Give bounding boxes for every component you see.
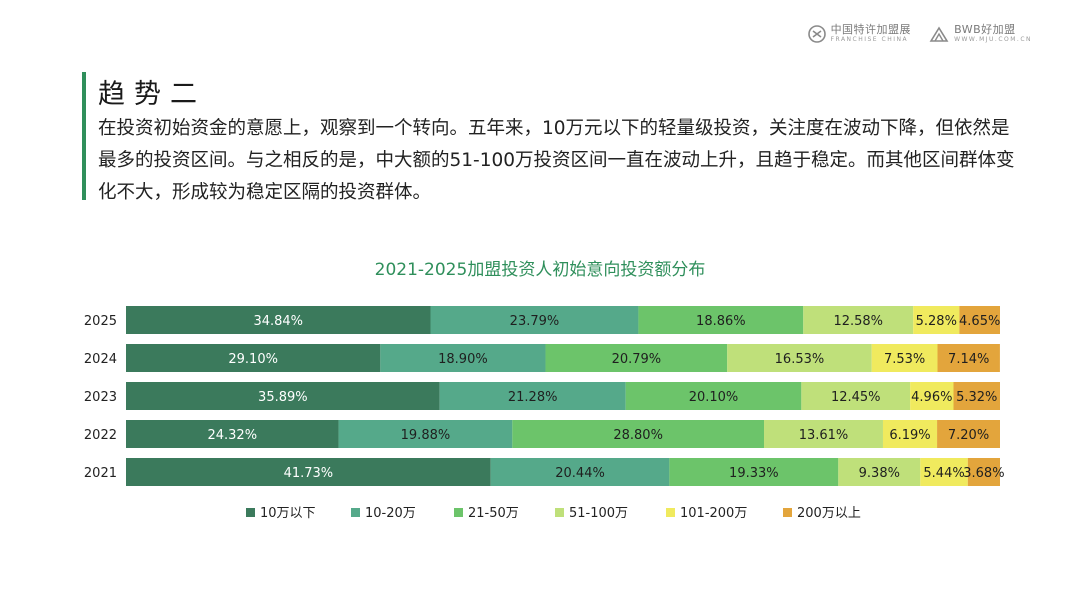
franchise-china-logo-subtext: FRANCHISE CHINA xyxy=(830,36,909,43)
data-label-2024-series-4: 7.53% xyxy=(884,352,925,367)
data-label-2025-series-1: 23.79% xyxy=(510,314,560,329)
bar-2021-series-4 xyxy=(920,458,968,486)
y-tick-label-2024: 2024 xyxy=(84,352,117,367)
data-label-2025-series-0: 34.84% xyxy=(253,314,303,329)
data-label-2024-series-1: 18.90% xyxy=(438,352,488,367)
mju-logo-text: BWB好加盟 xyxy=(954,23,1016,36)
bar-2022-series-2 xyxy=(512,420,765,448)
legend-label-3: 51-100万 xyxy=(569,506,628,521)
legend-swatch-1 xyxy=(351,508,360,517)
legend-swatch-5 xyxy=(783,508,792,517)
bar-2024-series-1 xyxy=(380,344,546,372)
data-label-2023-series-5: 5.32% xyxy=(956,390,997,405)
bar-2023-series-4 xyxy=(910,382,954,410)
franchise-china-logo-icon xyxy=(807,24,826,43)
legend-swatch-2 xyxy=(454,508,463,517)
data-label-2025-series-2: 18.86% xyxy=(696,314,746,329)
y-tick-label-2021: 2021 xyxy=(84,466,117,481)
legend-label-0: 10万以下 xyxy=(260,506,316,521)
bar-2024-series-2 xyxy=(545,344,728,372)
data-label-2023-series-2: 20.10% xyxy=(689,390,739,405)
legend-label-1: 10-20万 xyxy=(365,506,416,521)
data-label-2022-series-2: 28.80% xyxy=(613,428,663,443)
bar-2024-series-4 xyxy=(871,344,938,372)
mju-logo-subtext: WWW.MJU.COM.CN xyxy=(954,36,1032,43)
header-logos: 中国特许加盟展 FRANCHISE CHINA BWB好加盟 WWW.MJU.C… xyxy=(807,23,1032,43)
franchise-china-logo: 中国特许加盟展 FRANCHISE CHINA xyxy=(807,23,912,43)
data-label-2021-series-3: 9.38% xyxy=(859,466,900,481)
bar-2025-series-5 xyxy=(959,306,1000,334)
data-label-2025-series-4: 5.28% xyxy=(916,314,957,329)
bar-2021-series-1 xyxy=(490,458,670,486)
bar-2021-series-0 xyxy=(126,458,491,486)
bar-2023-series-1 xyxy=(439,382,626,410)
bar-2021-series-3 xyxy=(838,458,921,486)
bar-2025-series-2 xyxy=(638,306,804,334)
data-label-2024-series-5: 7.14% xyxy=(948,352,989,367)
bar-2023-series-5 xyxy=(953,382,1000,410)
mju-logo-icon xyxy=(929,25,949,42)
bar-2022-series-1 xyxy=(338,420,513,448)
bar-2023-series-0 xyxy=(126,382,440,410)
bar-2022-series-0 xyxy=(126,420,339,448)
bar-2025-series-1 xyxy=(430,306,639,334)
data-label-2023-series-1: 21.28% xyxy=(508,390,558,405)
data-label-2023-series-3: 12.45% xyxy=(831,390,881,405)
y-tick-label-2025: 2025 xyxy=(84,314,117,329)
bar-2021-series-5 xyxy=(967,458,1000,486)
bar-2022-series-5 xyxy=(937,420,1000,448)
heading-accent-bar xyxy=(82,72,86,200)
bar-2021-series-2 xyxy=(669,458,839,486)
data-label-2024-series-3: 16.53% xyxy=(775,352,825,367)
bar-2023-series-3 xyxy=(801,382,911,410)
data-label-2023-series-0: 35.89% xyxy=(258,390,308,405)
mju-logo: BWB好加盟 WWW.MJU.COM.CN xyxy=(929,24,1032,43)
legend-label-2: 21-50万 xyxy=(468,506,519,521)
data-label-2022-series-1: 19.88% xyxy=(401,428,451,443)
chart-title: 2021-2025加盟投资人初始意向投资额分布 xyxy=(375,260,706,280)
data-label-2021-series-4: 5.44% xyxy=(923,466,964,481)
data-label-2021-series-0: 41.73% xyxy=(284,466,334,481)
data-label-2021-series-5: 3.68% xyxy=(963,466,1004,481)
data-label-2025-series-5: 4.65% xyxy=(959,314,1000,329)
bar-2024-series-5 xyxy=(937,344,1000,372)
data-label-2024-series-2: 20.79% xyxy=(612,352,662,367)
y-tick-label-2022: 2022 xyxy=(84,428,117,443)
legend-swatch-3 xyxy=(555,508,564,517)
data-label-2023-series-4: 4.96% xyxy=(911,390,952,405)
bar-2022-series-3 xyxy=(764,420,883,448)
legend-swatch-0 xyxy=(246,508,255,517)
bar-2024-series-3 xyxy=(727,344,872,372)
bar-2024-series-0 xyxy=(126,344,381,372)
data-label-2025-series-3: 12.58% xyxy=(833,314,883,329)
data-label-2022-series-4: 6.19% xyxy=(889,428,930,443)
data-label-2021-series-2: 19.33% xyxy=(729,466,779,481)
data-label-2021-series-1: 20.44% xyxy=(555,466,605,481)
y-tick-label-2023: 2023 xyxy=(84,390,117,405)
legend-swatch-4 xyxy=(666,508,675,517)
data-label-2022-series-0: 24.32% xyxy=(207,428,257,443)
section-heading: 趋势二 xyxy=(98,79,206,110)
data-label-2024-series-0: 29.10% xyxy=(228,352,278,367)
legend-label-5: 200万以上 xyxy=(797,506,861,521)
data-label-2022-series-5: 7.20% xyxy=(948,428,989,443)
legend-label-4: 101-200万 xyxy=(680,506,747,521)
bar-2022-series-4 xyxy=(882,420,938,448)
bar-2023-series-2 xyxy=(625,382,802,410)
bar-2025-series-4 xyxy=(913,306,960,334)
data-label-2022-series-3: 13.61% xyxy=(799,428,849,443)
section-paragraph: 在投资初始资金的意愿上，观察到一个转向。五年来，10万元以下的轻量级投资，关注度… xyxy=(98,118,1015,203)
bar-2025-series-0 xyxy=(126,306,431,334)
bar-2025-series-3 xyxy=(803,306,914,334)
franchise-china-logo-text: 中国特许加盟展 xyxy=(830,23,912,36)
